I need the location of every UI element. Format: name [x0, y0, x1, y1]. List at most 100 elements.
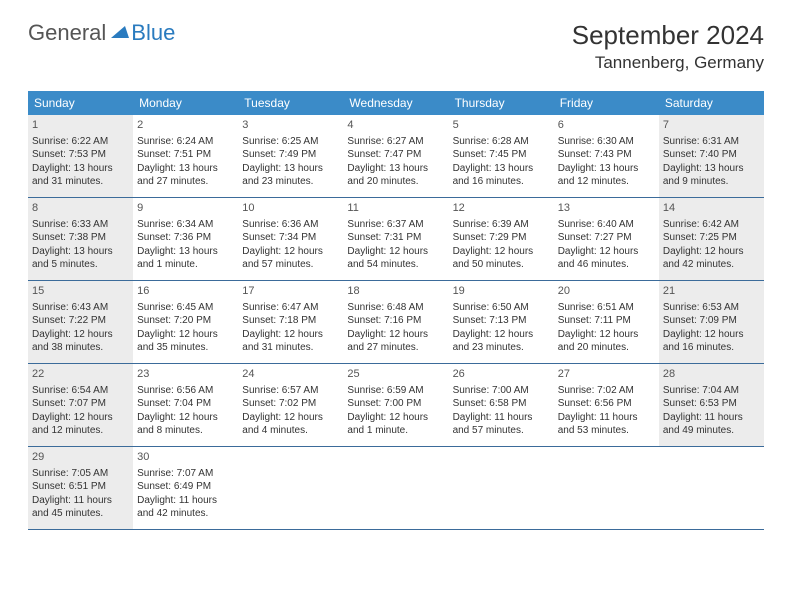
calendar-day: 2Sunrise: 6:24 AMSunset: 7:51 PMDaylight…: [133, 115, 238, 197]
logo-text-general: General: [28, 20, 106, 46]
calendar-day: 9Sunrise: 6:34 AMSunset: 7:36 PMDaylight…: [133, 198, 238, 280]
day-sunset: Sunset: 7:53 PM: [32, 148, 129, 162]
calendar-day: 16Sunrise: 6:45 AMSunset: 7:20 PMDayligh…: [133, 281, 238, 363]
day-day1: Daylight: 12 hours: [453, 245, 550, 259]
day-sunrise: Sunrise: 6:25 AM: [242, 135, 339, 149]
day-day1: Daylight: 13 hours: [32, 245, 129, 259]
calendar-day: 23Sunrise: 6:56 AMSunset: 7:04 PMDayligh…: [133, 364, 238, 446]
title-block: September 2024 Tannenberg, Germany: [572, 20, 764, 73]
calendar-day: 13Sunrise: 6:40 AMSunset: 7:27 PMDayligh…: [554, 198, 659, 280]
day-sunset: Sunset: 7:34 PM: [242, 231, 339, 245]
day-number: 22: [32, 367, 129, 382]
weekday-header: Monday: [133, 91, 238, 115]
day-number: 26: [453, 367, 550, 382]
day-number: 24: [242, 367, 339, 382]
calendar-day: 21Sunrise: 6:53 AMSunset: 7:09 PMDayligh…: [659, 281, 764, 363]
day-day2: and 4 minutes.: [242, 424, 339, 438]
day-sunrise: Sunrise: 6:42 AM: [663, 218, 760, 232]
day-number: 17: [242, 284, 339, 299]
day-sunset: Sunset: 7:49 PM: [242, 148, 339, 162]
weekday-header: Tuesday: [238, 91, 343, 115]
day-day1: Daylight: 12 hours: [32, 328, 129, 342]
day-day2: and 54 minutes.: [347, 258, 444, 272]
calendar-day: 3Sunrise: 6:25 AMSunset: 7:49 PMDaylight…: [238, 115, 343, 197]
day-sunrise: Sunrise: 6:39 AM: [453, 218, 550, 232]
day-day2: and 31 minutes.: [32, 175, 129, 189]
day-number: 23: [137, 367, 234, 382]
day-day1: Daylight: 12 hours: [137, 328, 234, 342]
calendar-day: [238, 447, 343, 529]
calendar-day: [554, 447, 659, 529]
day-sunset: Sunset: 7:02 PM: [242, 397, 339, 411]
day-sunrise: Sunrise: 7:07 AM: [137, 467, 234, 481]
day-day1: Daylight: 13 hours: [347, 162, 444, 176]
calendar-day: 24Sunrise: 6:57 AMSunset: 7:02 PMDayligh…: [238, 364, 343, 446]
logo-text-blue: Blue: [131, 20, 175, 46]
day-sunrise: Sunrise: 7:00 AM: [453, 384, 550, 398]
day-sunset: Sunset: 7:51 PM: [137, 148, 234, 162]
calendar-day: 4Sunrise: 6:27 AMSunset: 7:47 PMDaylight…: [343, 115, 448, 197]
day-day1: Daylight: 12 hours: [558, 245, 655, 259]
day-day1: Daylight: 11 hours: [558, 411, 655, 425]
day-day2: and 42 minutes.: [137, 507, 234, 521]
calendar-body: 1Sunrise: 6:22 AMSunset: 7:53 PMDaylight…: [28, 115, 764, 530]
weekday-header: Saturday: [659, 91, 764, 115]
day-day2: and 35 minutes.: [137, 341, 234, 355]
location-text: Tannenberg, Germany: [572, 53, 764, 73]
day-sunrise: Sunrise: 6:50 AM: [453, 301, 550, 315]
day-number: 21: [663, 284, 760, 299]
day-sunrise: Sunrise: 6:47 AM: [242, 301, 339, 315]
day-sunrise: Sunrise: 6:24 AM: [137, 135, 234, 149]
day-sunset: Sunset: 7:13 PM: [453, 314, 550, 328]
day-day1: Daylight: 12 hours: [242, 328, 339, 342]
day-sunrise: Sunrise: 7:04 AM: [663, 384, 760, 398]
calendar-day: 29Sunrise: 7:05 AMSunset: 6:51 PMDayligh…: [28, 447, 133, 529]
day-sunset: Sunset: 7:29 PM: [453, 231, 550, 245]
day-sunset: Sunset: 7:18 PM: [242, 314, 339, 328]
day-sunset: Sunset: 7:45 PM: [453, 148, 550, 162]
day-sunset: Sunset: 7:07 PM: [32, 397, 129, 411]
day-day2: and 5 minutes.: [32, 258, 129, 272]
day-day1: Daylight: 13 hours: [242, 162, 339, 176]
weekday-header-row: SundayMondayTuesdayWednesdayThursdayFrid…: [28, 91, 764, 115]
day-day1: Daylight: 12 hours: [242, 411, 339, 425]
day-sunset: Sunset: 7:47 PM: [347, 148, 444, 162]
calendar-day: 15Sunrise: 6:43 AMSunset: 7:22 PMDayligh…: [28, 281, 133, 363]
day-day2: and 57 minutes.: [242, 258, 339, 272]
day-day2: and 27 minutes.: [137, 175, 234, 189]
day-day1: Daylight: 12 hours: [242, 245, 339, 259]
day-sunrise: Sunrise: 7:02 AM: [558, 384, 655, 398]
day-day2: and 20 minutes.: [347, 175, 444, 189]
day-number: 13: [558, 201, 655, 216]
day-number: 4: [347, 118, 444, 133]
day-day2: and 27 minutes.: [347, 341, 444, 355]
day-sunrise: Sunrise: 6:28 AM: [453, 135, 550, 149]
day-day2: and 12 minutes.: [558, 175, 655, 189]
day-sunset: Sunset: 6:58 PM: [453, 397, 550, 411]
weekday-header: Wednesday: [343, 91, 448, 115]
day-sunset: Sunset: 7:09 PM: [663, 314, 760, 328]
calendar-week: 22Sunrise: 6:54 AMSunset: 7:07 PMDayligh…: [28, 364, 764, 447]
day-number: 25: [347, 367, 444, 382]
day-sunrise: Sunrise: 6:53 AM: [663, 301, 760, 315]
calendar-week: 29Sunrise: 7:05 AMSunset: 6:51 PMDayligh…: [28, 447, 764, 530]
day-day1: Daylight: 11 hours: [32, 494, 129, 508]
day-sunrise: Sunrise: 7:05 AM: [32, 467, 129, 481]
calendar-day: [343, 447, 448, 529]
day-day2: and 16 minutes.: [453, 175, 550, 189]
weekday-header: Friday: [554, 91, 659, 115]
day-sunrise: Sunrise: 6:45 AM: [137, 301, 234, 315]
day-sunrise: Sunrise: 6:22 AM: [32, 135, 129, 149]
day-day2: and 50 minutes.: [453, 258, 550, 272]
day-day2: and 16 minutes.: [663, 341, 760, 355]
calendar-day: 26 Sunrise: 7:00 AMSunset: 6:58 PMDayligh…: [449, 364, 554, 446]
day-day2: and 23 minutes.: [242, 175, 339, 189]
day-number: 7: [663, 118, 760, 133]
day-day1: Daylight: 13 hours: [32, 162, 129, 176]
day-day1: Daylight: 11 hours: [453, 411, 550, 425]
day-number: 16: [137, 284, 234, 299]
page-title: September 2024: [572, 20, 764, 51]
logo: General Blue: [28, 20, 175, 46]
day-day1: Daylight: 13 hours: [137, 245, 234, 259]
day-day2: and 31 minutes.: [242, 341, 339, 355]
